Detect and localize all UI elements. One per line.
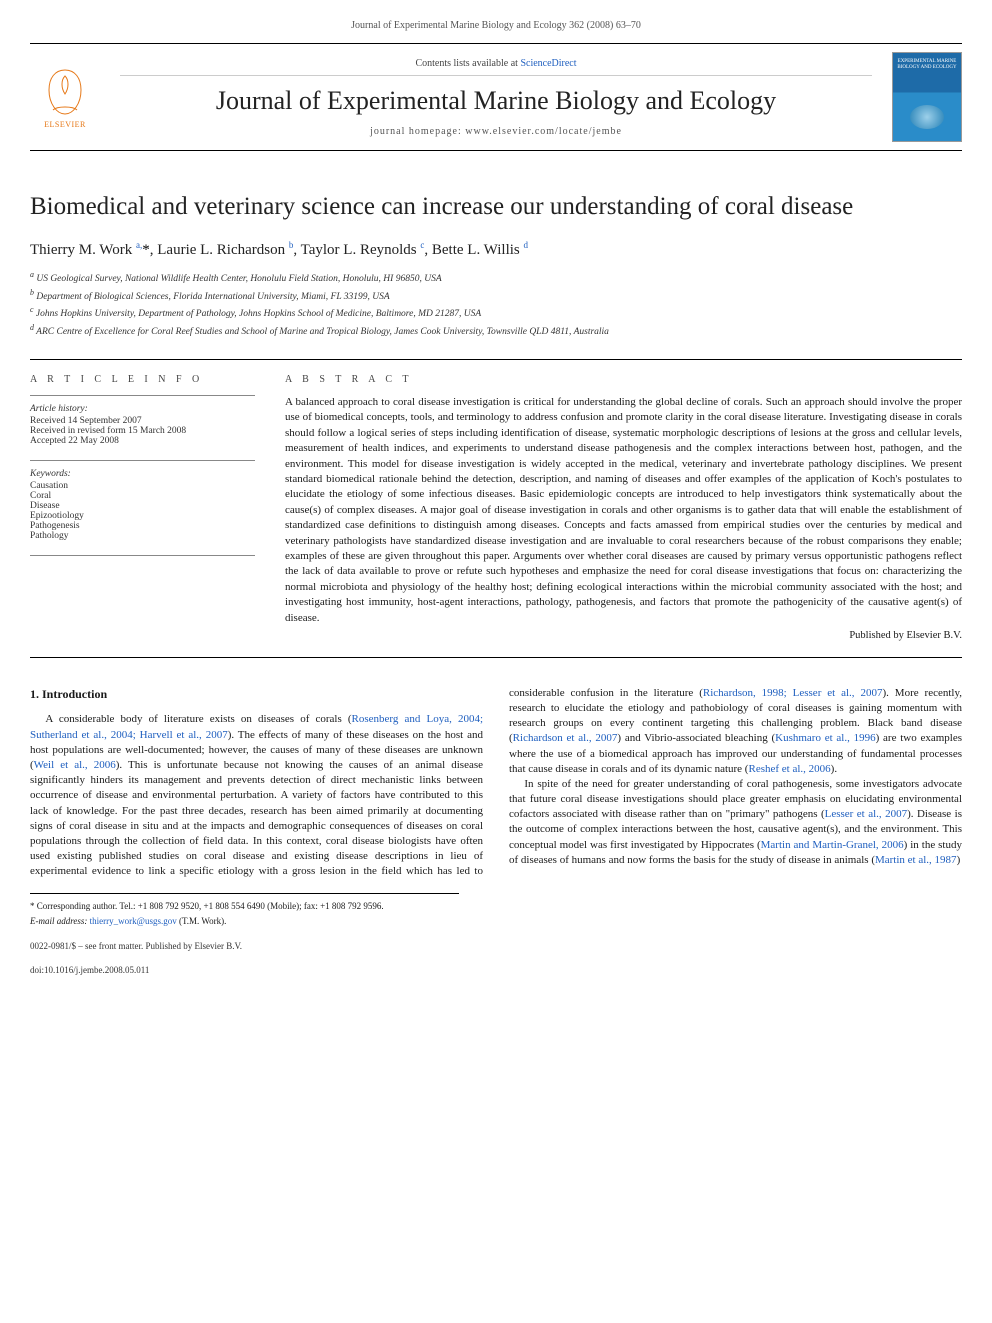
keywords-label: Keywords: xyxy=(30,469,255,479)
email-link[interactable]: thierry_work@usgs.gov xyxy=(90,916,177,926)
citation-link[interactable]: Reshef et al., 2006 xyxy=(748,763,830,775)
citation-link[interactable]: Richardson, 1998; Lesser et al., 2007 xyxy=(703,687,883,699)
journal-homepage: journal homepage: www.elsevier.com/locat… xyxy=(120,126,872,137)
keyword: Pathology xyxy=(30,531,255,541)
authors-list: Thierry M. Work a,*, Laurie L. Richardso… xyxy=(30,240,962,259)
history-label: Article history: xyxy=(30,404,255,414)
body-columns: 1. Introduction A considerable body of l… xyxy=(30,686,962,879)
abstract-text: A balanced approach to coral disease inv… xyxy=(285,395,962,626)
front-matter-line: 0022-0981/$ – see front matter. Publishe… xyxy=(30,941,962,951)
keyword: Pathogenesis xyxy=(30,521,255,531)
sciencedirect-link[interactable]: ScienceDirect xyxy=(520,58,576,69)
doi-line: doi:10.1016/j.jembe.2008.05.011 xyxy=(30,965,962,975)
footnotes: * Corresponding author. Tel.: +1 808 792… xyxy=(30,893,459,926)
section-rule xyxy=(30,657,962,658)
history-accepted: Accepted 22 May 2008 xyxy=(30,436,255,446)
keyword: Epizootiology xyxy=(30,511,255,521)
affiliations: a US Geological Survey, National Wildlif… xyxy=(30,269,962,339)
section-heading-introduction: 1. Introduction xyxy=(30,686,483,703)
affiliation-d: d ARC Centre of Excellence for Coral Ree… xyxy=(30,322,962,339)
citation-link[interactable]: Martin and Martin-Granel, 2006 xyxy=(761,839,904,851)
article-info-heading: A R T I C L E I N F O xyxy=(30,374,255,385)
article-title: Biomedical and veterinary science can in… xyxy=(30,191,962,222)
contents-line: Contents lists available at ScienceDirec… xyxy=(120,58,872,76)
citation-link[interactable]: Kushmaro et al., 1996 xyxy=(775,732,875,744)
elsevier-logo-icon: ELSEVIER xyxy=(30,57,100,137)
section-rule xyxy=(30,359,962,360)
article-info-column: A R T I C L E I N F O Article history: R… xyxy=(30,374,255,641)
citation-link[interactable]: Martin et al., 1987 xyxy=(875,854,957,866)
running-head: Journal of Experimental Marine Biology a… xyxy=(30,20,962,31)
body-paragraph: In spite of the need for greater underst… xyxy=(509,777,962,868)
cover-text: EXPERIMENTAL MARINE BIOLOGY AND ECOLOGY xyxy=(893,59,961,70)
keyword: Disease xyxy=(30,501,255,511)
abstract-heading: A B S T R A C T xyxy=(285,374,962,385)
journal-name: Journal of Experimental Marine Biology a… xyxy=(120,86,872,116)
contents-prefix: Contents lists available at xyxy=(415,58,520,69)
published-note: Published by Elsevier B.V. xyxy=(285,630,962,641)
abstract-column: A B S T R A C T A balanced approach to c… xyxy=(285,374,962,641)
citation-link[interactable]: Weil et al., 2006 xyxy=(34,759,116,771)
keyword: Causation xyxy=(30,481,255,491)
corresponding-author-note: * Corresponding author. Tel.: +1 808 792… xyxy=(30,900,459,912)
affiliation-a: a US Geological Survey, National Wildlif… xyxy=(30,269,962,286)
journal-masthead: ELSEVIER Contents lists available at Sci… xyxy=(30,43,962,151)
keyword: Coral xyxy=(30,491,255,501)
history-revised: Received in revised form 15 March 2008 xyxy=(30,426,255,436)
email-line: E-mail address: thierry_work@usgs.gov (T… xyxy=(30,915,459,927)
affiliation-c: c Johns Hopkins University, Department o… xyxy=(30,304,962,321)
elsevier-name: ELSEVIER xyxy=(44,120,86,129)
citation-link[interactable]: Lesser et al., 2007 xyxy=(825,808,907,820)
history-received: Received 14 September 2007 xyxy=(30,416,255,426)
citation-link[interactable]: Richardson et al., 2007 xyxy=(513,732,618,744)
journal-cover-thumbnail: EXPERIMENTAL MARINE BIOLOGY AND ECOLOGY xyxy=(892,52,962,142)
affiliation-b: b Department of Biological Sciences, Flo… xyxy=(30,287,962,304)
